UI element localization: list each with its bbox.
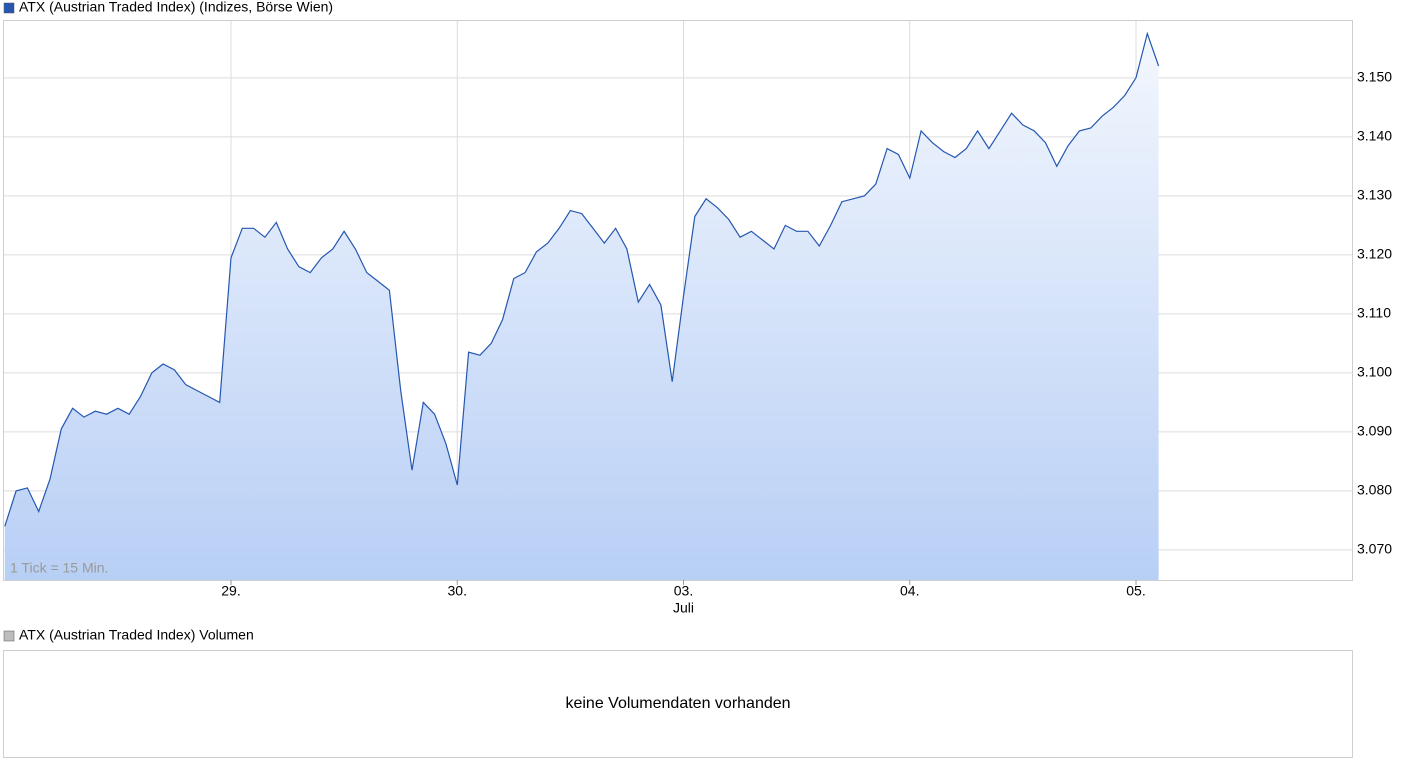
x-tick-label: 03. [674,583,693,599]
y-tick-label: 3.150 [1357,69,1392,85]
y-tick-label: 3.100 [1357,364,1392,380]
y-tick-label: 3.120 [1357,246,1392,262]
legend-swatch [3,630,15,642]
y-tick-label: 3.110 [1357,305,1391,321]
volume-frame [3,650,1353,758]
line [4,31,1160,527]
legend-label: ATX (Austrian Traded Index) Volumen [19,627,254,643]
y-tick-label: 3.080 [1357,482,1392,498]
empty-message: keine Volumendaten vorhanden [565,695,790,712]
legend-swatch [3,2,15,14]
x-tick-label: 30. [448,583,467,599]
y-tick-label: 3.140 [1357,128,1392,144]
note: 1 Tick = 15 Min. [10,560,108,576]
x-tick-label: 29. [221,583,240,599]
legend-label: ATX (Austrian Traded Index) (Indizes, Bö… [19,0,333,15]
plot-frame [3,20,1353,581]
y-tick-label: 3.090 [1357,423,1392,439]
y-tick-label: 3.070 [1357,541,1392,557]
x-annotation: Juli [673,600,694,616]
y-tick-label: 3.130 [1357,187,1392,203]
x-tick-label: 05. [1126,583,1145,599]
x-tick-label: 04. [900,583,919,599]
area [4,33,1159,581]
